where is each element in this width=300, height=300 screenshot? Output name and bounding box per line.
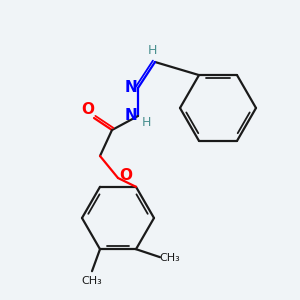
Text: H: H: [147, 44, 157, 56]
Text: H: H: [141, 116, 151, 128]
Text: CH₃: CH₃: [82, 276, 102, 286]
Text: O: O: [82, 103, 94, 118]
Text: CH₃: CH₃: [160, 253, 180, 263]
Text: O: O: [119, 167, 133, 182]
Text: N: N: [124, 109, 137, 124]
Text: N: N: [124, 80, 137, 95]
